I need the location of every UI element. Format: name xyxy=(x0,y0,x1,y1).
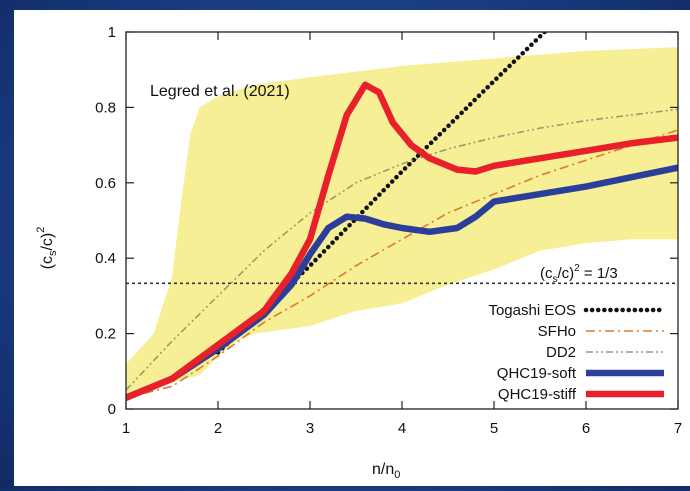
y-tick-label: 0 xyxy=(108,401,116,418)
y-tick-label: 0.4 xyxy=(95,250,116,267)
x-tick-label: 5 xyxy=(490,420,498,437)
x-tick-label: 4 xyxy=(398,420,406,437)
sound-speed-chart: 1 2 3 4 5 6 7 0 0.2 0.4 0.6 0.8 1 Legred et al. (202… xyxy=(35,24,682,481)
chart-panel: 1 2 3 4 5 6 7 0 0.2 0.4 0.6 0.8 1 Legred et al. (202… xyxy=(14,10,690,486)
y-tick-label: 1 xyxy=(108,24,116,41)
axis-ticks: 1 2 3 4 5 6 7 0 0.2 0.4 0.6 0.8 1 xyxy=(95,24,682,437)
legend-label-dd2: DD2 xyxy=(546,344,576,361)
y-tick-label: 0.2 xyxy=(95,326,116,343)
series-line-dd2 xyxy=(126,108,678,391)
series-line-sfho xyxy=(126,129,678,399)
x-tick-label: 3 xyxy=(306,420,314,437)
x-axis-label: n/n0 xyxy=(372,461,400,481)
x-tick-label: 2 xyxy=(214,420,222,437)
y-tick-label: 0.6 xyxy=(95,175,116,192)
legend-label-togashi-eos: Togashi EOS xyxy=(488,302,576,319)
x-tick-label: 6 xyxy=(582,420,590,437)
source-annotation: Legred et al. (2021) xyxy=(150,83,290,100)
y-axis-label: (cs/c)2 xyxy=(35,227,59,270)
y-tick-label: 0.8 xyxy=(95,99,116,116)
x-tick-label: 7 xyxy=(674,420,682,437)
conformal-limit-label: (cs/c)2 = 1/3 xyxy=(540,263,618,285)
series-line-qhc19-stiff xyxy=(126,81,678,401)
legend-label-qhc19-soft: QHC19-soft xyxy=(497,365,577,382)
legend-label-sfho: SFHo xyxy=(538,323,576,340)
legend-label-qhc19-stiff: QHC19-stiff xyxy=(498,386,577,403)
x-tick-label: 1 xyxy=(122,420,130,437)
legend: Togashi EOS SFHo DD2 QHC19-soft QHC19-stiff xyxy=(488,302,667,403)
series-layer xyxy=(126,32,678,401)
